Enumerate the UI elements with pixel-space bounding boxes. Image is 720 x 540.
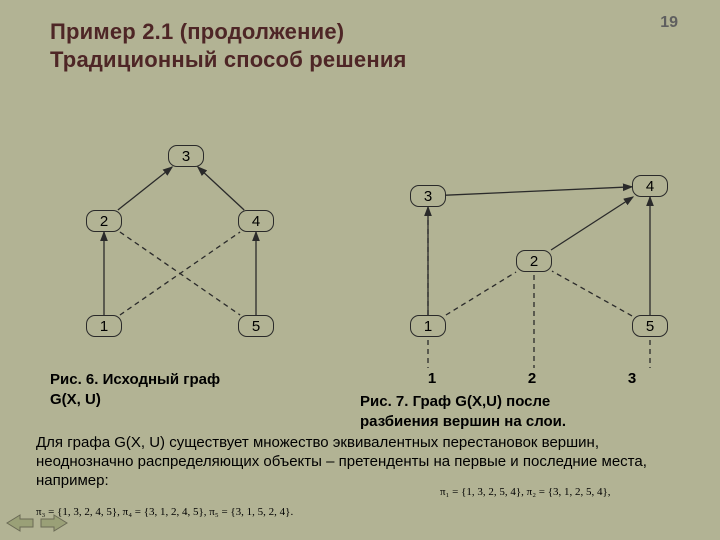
graph-node-3: 3 bbox=[410, 185, 446, 207]
graph-node-2: 2 bbox=[516, 250, 552, 272]
graph-node-5: 5 bbox=[238, 315, 274, 337]
body-text: Для графа G(X, U) существует множество э… bbox=[36, 434, 684, 490]
formula-line-1: π₁ = {1, 3, 2, 5, 4}, π₂ = {3, 1, 2, 5, … bbox=[440, 486, 611, 498]
graph-node-2: 2 bbox=[86, 210, 122, 232]
layer-label-2: 2 bbox=[528, 370, 536, 387]
caption6-line1: Рис. 6. Исходный граф bbox=[50, 371, 220, 388]
page-title: Пример 2.1 (продолжение) Традиционный сп… bbox=[50, 18, 407, 73]
title-line-2: Традиционный способ решения bbox=[50, 47, 407, 72]
page-number: 19 bbox=[660, 14, 678, 32]
caption7-line2: разбиения вершин на слои. bbox=[360, 413, 566, 430]
figure-7-caption: Рис. 7. Граф G(X,U) после разбиения верш… bbox=[360, 392, 690, 431]
layer-labels: 1 2 3 bbox=[382, 370, 682, 387]
next-arrow-icon[interactable] bbox=[40, 514, 68, 532]
graph-node-1: 1 bbox=[86, 315, 122, 337]
graphs-area: 1 2 3 4 5 3 4 2 1 5 bbox=[0, 110, 720, 370]
figure-6-caption: Рис. 6. Исходный граф G(X, U) bbox=[50, 370, 220, 409]
graph-node-5: 5 bbox=[632, 315, 668, 337]
title-line-1: Пример 2.1 (продолжение) bbox=[50, 19, 344, 44]
layer-label-3: 3 bbox=[628, 370, 636, 387]
graph-node-3: 3 bbox=[168, 145, 204, 167]
graph-node-1: 1 bbox=[410, 315, 446, 337]
layer-label-1: 1 bbox=[428, 370, 436, 387]
prev-arrow-icon[interactable] bbox=[6, 514, 34, 532]
caption6-line2: G(X, U) bbox=[50, 391, 101, 408]
formula-line-2: π₃ = {1, 3, 2, 4, 5}, π₄ = {3, 1, 2, 4, … bbox=[36, 506, 293, 518]
graph-node-4: 4 bbox=[632, 175, 668, 197]
graph-node-4: 4 bbox=[238, 210, 274, 232]
caption7-line1: Рис. 7. Граф G(X,U) после bbox=[360, 393, 550, 410]
